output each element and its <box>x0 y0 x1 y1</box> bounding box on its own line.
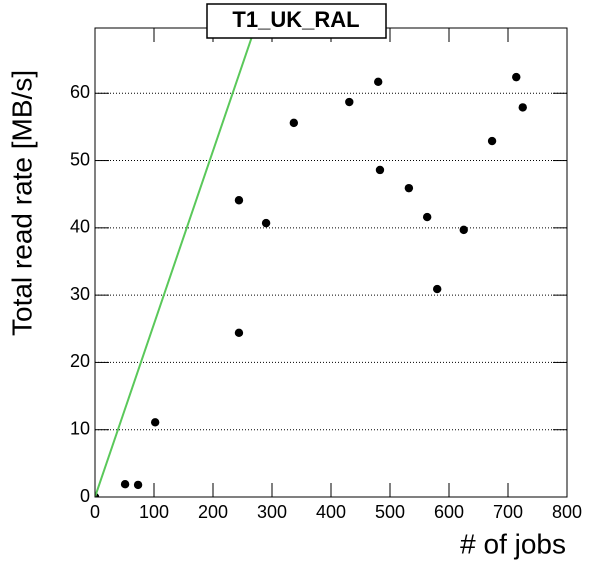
y-axis-label: Total read rate [MB/s] <box>6 70 37 336</box>
y-tick-label: 40 <box>70 217 90 237</box>
x-tick-label: 0 <box>90 502 100 522</box>
title-box <box>206 3 387 39</box>
y-tick-label: 10 <box>70 418 90 438</box>
data-point <box>234 328 244 338</box>
x-tick-label: 600 <box>434 502 464 522</box>
data-point <box>289 118 299 128</box>
x-tick-label: 700 <box>493 502 523 522</box>
data-point <box>487 136 497 146</box>
data-point <box>422 212 432 222</box>
data-point <box>433 284 442 294</box>
y-tick-label: 50 <box>70 149 90 169</box>
data-point <box>518 103 527 112</box>
data-point <box>345 97 354 107</box>
data-point <box>459 225 468 235</box>
x-tick-label: 100 <box>139 502 169 522</box>
x-tick-label: 400 <box>316 502 346 522</box>
plot-frame <box>94 27 568 498</box>
fit-line <box>95 28 256 497</box>
data-point <box>133 480 143 490</box>
x-tick-label: 500 <box>375 502 405 522</box>
data-point <box>374 77 383 87</box>
y-tick-label: 60 <box>70 82 90 102</box>
x-axis-label: # of jobs <box>460 528 566 559</box>
x-tick-label: 200 <box>198 502 228 522</box>
data-point <box>512 72 521 82</box>
data-point <box>234 196 244 205</box>
data-point <box>375 165 385 175</box>
y-tick-label: 20 <box>70 351 90 371</box>
y-tick-label: 0 <box>80 486 90 506</box>
y-tick-label: 30 <box>70 284 90 304</box>
data-point <box>404 183 414 193</box>
data-point <box>150 418 160 427</box>
x-tick-label: 800 <box>552 502 582 522</box>
chart-title: T1_UK_RAL <box>232 7 359 32</box>
data-point <box>261 218 271 228</box>
data-point <box>120 480 130 489</box>
x-tick-label: 300 <box>257 502 287 522</box>
